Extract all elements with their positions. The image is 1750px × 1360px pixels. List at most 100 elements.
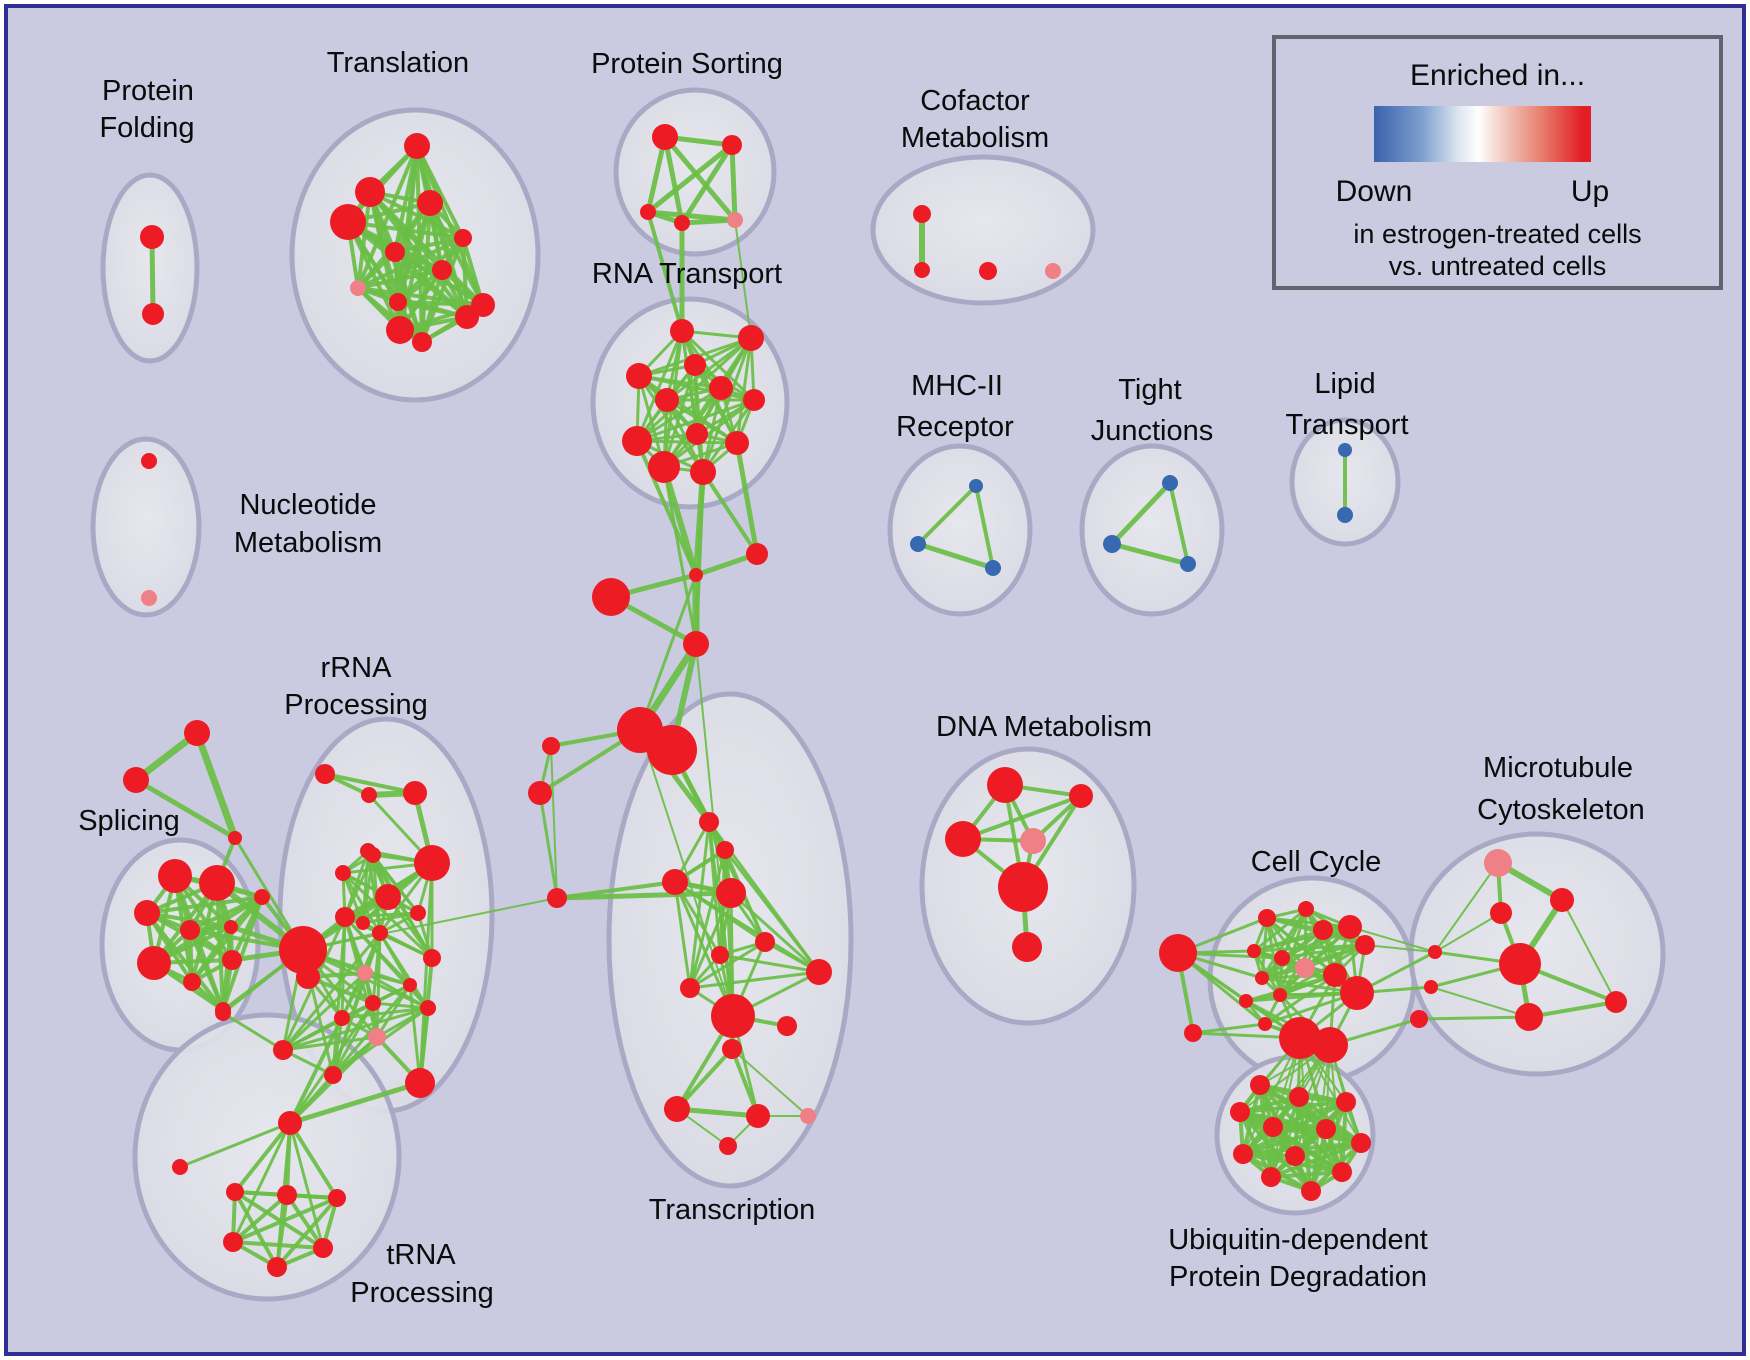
edge[interactable] bbox=[233, 1190, 325, 1250]
node-rt11[interactable] bbox=[648, 451, 680, 483]
node-ps1[interactable] bbox=[652, 124, 678, 150]
edge[interactable] bbox=[538, 791, 559, 900]
edge[interactable] bbox=[356, 268, 444, 290]
node-sp10[interactable] bbox=[222, 950, 242, 970]
edge[interactable] bbox=[149, 234, 156, 317]
edge[interactable] bbox=[734, 440, 760, 557]
edge[interactable] bbox=[635, 398, 756, 443]
edge[interactable] bbox=[637, 374, 756, 402]
edge[interactable] bbox=[665, 336, 753, 402]
node-ps2[interactable] bbox=[722, 135, 742, 155]
node-rr8[interactable] bbox=[375, 884, 401, 910]
edge[interactable] bbox=[674, 1106, 761, 1119]
edge[interactable] bbox=[662, 398, 756, 469]
edge[interactable] bbox=[275, 1193, 289, 1269]
edge[interactable] bbox=[734, 219, 752, 339]
node-rr11[interactable] bbox=[372, 925, 388, 941]
node-rr2[interactable] bbox=[361, 787, 377, 803]
edge[interactable] bbox=[679, 217, 738, 226]
edge[interactable] bbox=[688, 891, 733, 990]
edge[interactable] bbox=[331, 971, 367, 1077]
node-rt2[interactable] bbox=[738, 325, 764, 351]
edge[interactable] bbox=[1434, 862, 1499, 953]
node-rr16[interactable] bbox=[420, 1000, 436, 1016]
node-cc4[interactable] bbox=[1247, 944, 1261, 958]
node-cc17[interactable] bbox=[1312, 1027, 1348, 1063]
node-ub11[interactable] bbox=[1332, 1162, 1352, 1182]
node-tc18[interactable] bbox=[800, 1108, 816, 1124]
node-tc11[interactable] bbox=[806, 959, 832, 985]
node-tc3[interactable] bbox=[542, 737, 560, 755]
edge[interactable] bbox=[675, 1047, 734, 1111]
node-tc2[interactable] bbox=[647, 725, 697, 775]
edge[interactable] bbox=[1278, 925, 1352, 997]
edge[interactable] bbox=[178, 1121, 292, 1169]
edge[interactable] bbox=[281, 1006, 430, 1052]
node-cc12[interactable] bbox=[1340, 976, 1374, 1010]
edge[interactable] bbox=[281, 931, 382, 1052]
node-ub9[interactable] bbox=[1285, 1146, 1305, 1166]
node-mc1[interactable] bbox=[1484, 849, 1512, 877]
edge[interactable] bbox=[1269, 1170, 1344, 1179]
node-ub7[interactable] bbox=[1351, 1133, 1371, 1153]
edge[interactable] bbox=[418, 956, 434, 1085]
node-rr6[interactable] bbox=[365, 847, 381, 863]
node-cm1[interactable] bbox=[913, 205, 931, 223]
node-mc3[interactable] bbox=[1490, 902, 1512, 924]
edge[interactable] bbox=[190, 895, 264, 984]
edge[interactable] bbox=[688, 970, 821, 990]
node-rt1[interactable] bbox=[670, 319, 694, 343]
node-tc7[interactable] bbox=[662, 869, 688, 895]
edge[interactable] bbox=[331, 1035, 379, 1077]
node-ub3[interactable] bbox=[1336, 1092, 1356, 1112]
node-nm2[interactable] bbox=[141, 590, 157, 606]
edge[interactable] bbox=[231, 1121, 292, 1244]
node-t9[interactable] bbox=[350, 280, 366, 296]
node-cc20[interactable] bbox=[1410, 1010, 1428, 1028]
edge[interactable] bbox=[331, 1016, 344, 1077]
edge[interactable] bbox=[1561, 899, 1617, 1003]
node-pf2[interactable] bbox=[142, 303, 164, 325]
edge[interactable] bbox=[1430, 986, 1530, 1018]
node-cc16[interactable] bbox=[1279, 1017, 1321, 1059]
node-rr21[interactable] bbox=[273, 1040, 293, 1060]
node-ps5[interactable] bbox=[727, 212, 743, 228]
node-pf1[interactable] bbox=[140, 225, 164, 249]
node-t2[interactable] bbox=[355, 177, 385, 207]
node-tc12[interactable] bbox=[680, 978, 700, 998]
node-rt6[interactable] bbox=[709, 376, 733, 400]
edge[interactable] bbox=[341, 871, 365, 925]
node-tj3[interactable] bbox=[1180, 556, 1196, 572]
edge[interactable] bbox=[916, 484, 978, 546]
edge[interactable] bbox=[368, 190, 465, 240]
node-tc16[interactable] bbox=[664, 1096, 690, 1122]
node-rt10[interactable] bbox=[725, 431, 749, 455]
node-rr23[interactable] bbox=[356, 916, 370, 930]
node-ub4[interactable] bbox=[1230, 1102, 1250, 1122]
edge[interactable] bbox=[145, 895, 264, 915]
edge[interactable] bbox=[1299, 1037, 1343, 1173]
edge[interactable] bbox=[1364, 944, 1436, 953]
node-rr19[interactable] bbox=[405, 1068, 435, 1098]
edge[interactable] bbox=[340, 1006, 430, 1020]
node-cc3[interactable] bbox=[1298, 901, 1314, 917]
edge[interactable] bbox=[915, 541, 996, 571]
edge[interactable] bbox=[723, 848, 821, 974]
edge[interactable] bbox=[343, 915, 430, 1010]
node-t11[interactable] bbox=[455, 305, 479, 329]
edge[interactable] bbox=[288, 1121, 339, 1200]
node-rt9[interactable] bbox=[686, 423, 708, 445]
edge[interactable] bbox=[231, 1240, 325, 1250]
edge[interactable] bbox=[1349, 926, 1436, 953]
edge[interactable] bbox=[231, 1193, 289, 1244]
edge[interactable] bbox=[680, 329, 756, 402]
edge[interactable] bbox=[193, 729, 239, 842]
node-dm1[interactable] bbox=[987, 767, 1023, 803]
node-tn5[interactable] bbox=[328, 1189, 346, 1207]
node-rr18[interactable] bbox=[368, 1028, 386, 1046]
node-cc18[interactable] bbox=[1428, 945, 1442, 959]
node-tc4[interactable] bbox=[528, 781, 552, 805]
node-tc14[interactable] bbox=[777, 1016, 797, 1036]
node-rr22[interactable] bbox=[215, 1005, 231, 1021]
edge[interactable] bbox=[688, 848, 727, 990]
